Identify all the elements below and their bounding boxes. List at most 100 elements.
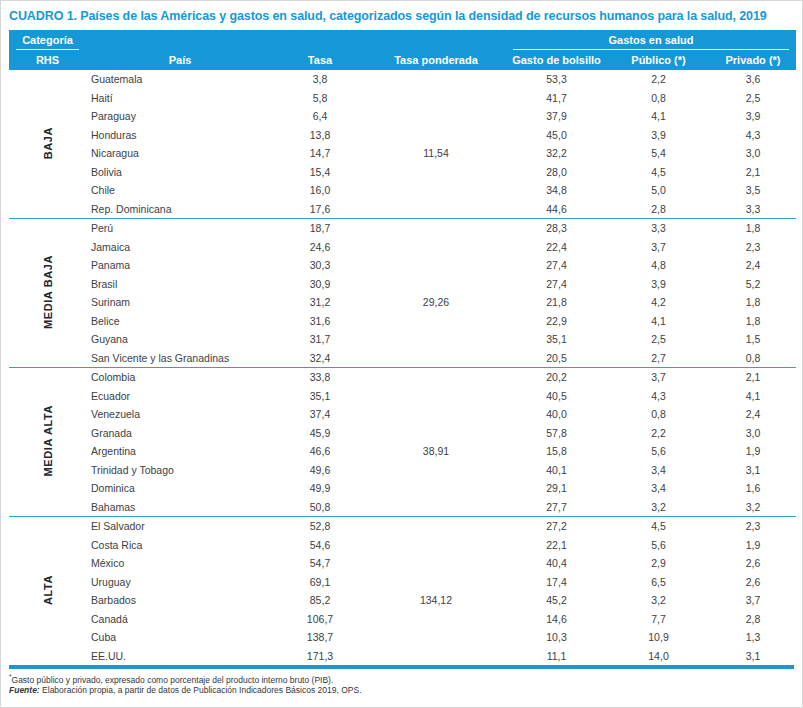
country-cell: Cuba [86,628,274,647]
tasa-ponderada-cell: 11,54 [366,144,506,163]
tasa-cell: 31,7 [274,330,366,349]
cuadro-page: CUADRO 1. Países de las Américas y gasto… [0,0,803,708]
gasto-bolsillo-cell: 17,4 [506,573,607,592]
header-pais: País [86,50,274,70]
publico-cell: 2,8 [607,200,710,219]
tasa-cell: 45,9 [274,424,366,443]
table-row: Venezuela37,440,00,82,4 [9,405,796,424]
tasa-cell: 24,6 [274,238,366,257]
table-row: Barbados85,2134,1245,23,23,7 [9,591,796,610]
publico-cell: 3,4 [607,479,710,498]
tasa-ponderada-cell [366,163,506,182]
privado-cell: 2,6 [710,554,796,573]
publico-cell: 0,8 [607,405,710,424]
table-row: Guyana31,735,12,51,5 [9,330,796,349]
country-cell: Costa Rica [86,536,274,555]
country-cell: Argentina [86,442,274,461]
tasa-ponderada-cell [366,70,506,89]
tasa-ponderada-cell [366,405,506,424]
table-row: Nicaragua14,711,5432,25,43,0 [9,144,796,163]
header-gasto-bolsillo: Gasto de bolsillo [506,50,607,70]
tasa-ponderada-cell [366,498,506,517]
privado-cell: 1,5 [710,330,796,349]
tasa-cell: 69,1 [274,573,366,592]
publico-cell: 4,3 [607,387,710,406]
tasa-ponderada-cell [366,387,506,406]
gasto-bolsillo-cell: 27,4 [506,275,607,294]
country-cell: Rep. Dominicana [86,200,274,219]
tasa-ponderada-cell [366,256,506,275]
tasa-cell: 16,0 [274,181,366,200]
header-tasa: Tasa [274,50,366,70]
tasa-cell: 14,7 [274,144,366,163]
gasto-bolsillo-cell: 11,1 [506,647,607,666]
tasa-ponderada-cell [366,126,506,145]
gasto-bolsillo-cell: 21,8 [506,293,607,312]
tasa-cell: 54,7 [274,554,366,573]
country-cell: Nicaragua [86,144,274,163]
privado-cell: 3,9 [710,107,796,126]
table-row: Rep. Dominicana17,644,62,83,3 [9,200,796,219]
tasa-cell: 3,8 [274,70,366,89]
tasa-ponderada-cell [366,424,506,443]
gasto-bolsillo-cell: 20,5 [506,349,607,368]
group-label: MEDIA BAJA [42,255,54,329]
country-cell: San Vicente y las Granadinas [86,349,274,368]
tasa-cell: 17,6 [274,200,366,219]
table-row: Granada45,957,82,23,0 [9,424,796,443]
table-row: Bahamas50,827,73,23,2 [9,498,796,517]
tasa-cell: 49,6 [274,461,366,480]
table-row: Dominica49,929,13,41,6 [9,479,796,498]
country-cell: El Salvador [86,517,274,536]
tasa-ponderada-cell [366,573,506,592]
gasto-bolsillo-cell: 22,4 [506,238,607,257]
tasa-ponderada-cell [366,479,506,498]
publico-cell: 3,2 [607,498,710,517]
table-row: BAJAGuatemala3,853,32,23,6 [9,70,796,89]
publico-cell: 2,2 [607,424,710,443]
gasto-bolsillo-cell: 15,8 [506,442,607,461]
table-row: Panama30,327,44,82,4 [9,256,796,275]
table-row: Argentina46,638,9115,85,61,9 [9,442,796,461]
privado-cell: 3,1 [710,461,796,480]
country-cell: Granada [86,424,274,443]
privado-cell: 0,8 [710,349,796,368]
tasa-cell: 15,4 [274,163,366,182]
publico-cell: 5,0 [607,181,710,200]
privado-cell: 2,3 [710,517,796,536]
tasa-ponderada-cell [366,536,506,555]
gasto-bolsillo-cell: 41,7 [506,89,607,108]
tasa-cell: 106,7 [274,610,366,629]
privado-cell: 2,3 [710,238,796,257]
publico-cell: 5,6 [607,442,710,461]
gasto-bolsillo-cell: 40,0 [506,405,607,424]
tasa-cell: 85,2 [274,591,366,610]
privado-cell: 2,8 [710,610,796,629]
tasa-ponderada-cell [366,181,506,200]
tasa-ponderada-cell [366,312,506,331]
publico-cell: 10,9 [607,628,710,647]
publico-cell: 3,3 [607,219,710,238]
publico-cell: 2,5 [607,330,710,349]
gasto-bolsillo-cell: 20,2 [506,368,607,387]
table-row: Surinam31,229,2621,84,21,8 [9,293,796,312]
tasa-ponderada-cell [366,330,506,349]
tasa-ponderada-cell [366,89,506,108]
gasto-bolsillo-cell: 14,6 [506,610,607,629]
tasa-ponderada-cell [366,219,506,238]
publico-cell: 4,1 [607,107,710,126]
category-cell: MEDIA BAJA [9,219,86,368]
tasa-ponderada-cell [366,349,506,368]
publico-cell: 7,7 [607,610,710,629]
gasto-bolsillo-cell: 53,3 [506,70,607,89]
privado-cell: 4,3 [710,126,796,145]
country-cell: Haití [86,89,274,108]
privado-cell: 3,5 [710,181,796,200]
country-cell: Uruguay [86,573,274,592]
tasa-cell: 31,6 [274,312,366,331]
privado-cell: 2,6 [710,573,796,592]
gasto-bolsillo-cell: 27,4 [506,256,607,275]
tasa-cell: 5,8 [274,89,366,108]
category-cell: ALTA [9,517,86,666]
tasa-cell: 50,8 [274,498,366,517]
